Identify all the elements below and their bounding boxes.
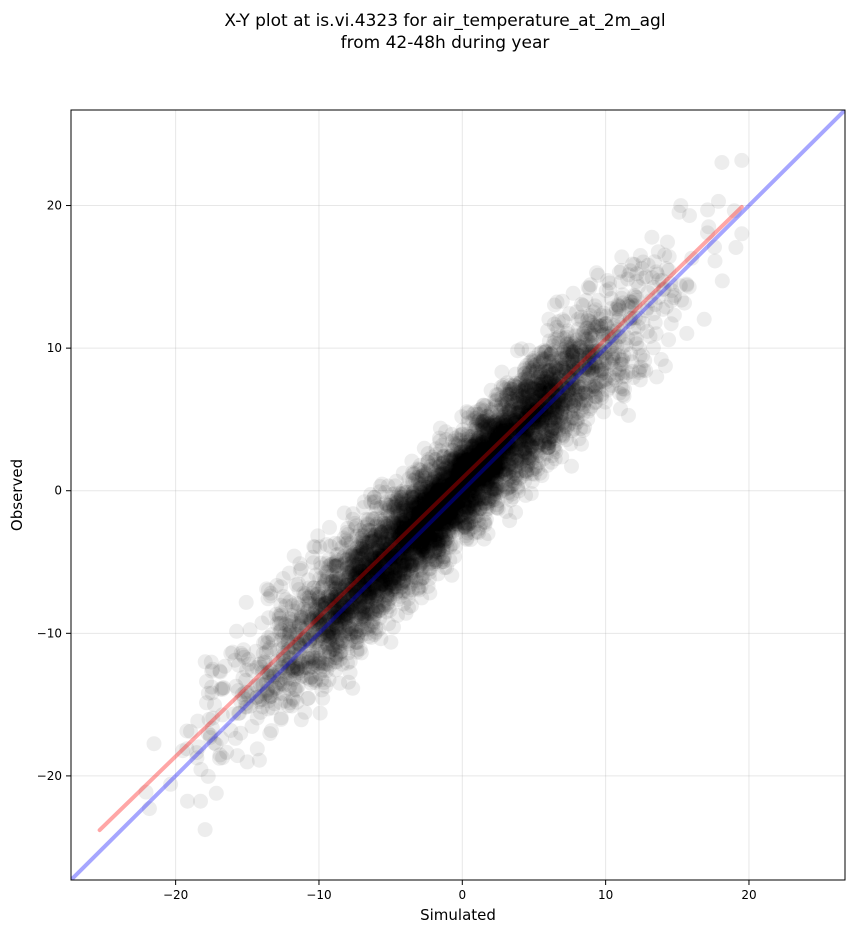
chart-title: X-Y plot at is.vi.4323 for air_temperatu…: [224, 11, 665, 31]
scatter-point: [644, 230, 659, 245]
scatter-point: [728, 240, 743, 255]
scatter-point: [715, 273, 730, 288]
scatter-point: [293, 563, 308, 578]
scatter-point: [672, 205, 687, 220]
scatter-point: [313, 706, 328, 721]
scatter-point: [494, 365, 509, 380]
scatter-point: [614, 263, 629, 278]
scatter-point: [207, 697, 222, 712]
scatter-point: [613, 401, 628, 416]
scatter-point: [714, 155, 729, 170]
scatter-point: [322, 520, 337, 535]
scatter-point: [180, 794, 195, 809]
chart-subtitle: from 42-48h during year: [341, 33, 550, 53]
scatter-point: [315, 691, 330, 706]
scatter-point: [583, 277, 598, 292]
scatter-point: [599, 283, 614, 298]
scatter-point: [711, 194, 726, 209]
scatter-point: [383, 635, 398, 650]
scatter-point: [193, 794, 208, 809]
scatter-point: [734, 153, 749, 168]
scatter-point: [209, 786, 224, 801]
scatter-point: [445, 434, 460, 449]
scatter-point: [697, 312, 712, 327]
scatter-point: [649, 326, 664, 341]
scatter-point: [236, 642, 251, 657]
scatter-point: [657, 248, 672, 263]
scatter-point: [294, 712, 309, 727]
scatter-point: [229, 624, 244, 639]
scatter-point: [198, 822, 213, 837]
scatter-point: [734, 226, 749, 241]
scatter-point: [239, 595, 254, 610]
scatter-point: [564, 459, 579, 474]
scatter-point: [679, 326, 694, 341]
scatter-point: [215, 750, 230, 765]
scatter-point: [510, 343, 525, 358]
